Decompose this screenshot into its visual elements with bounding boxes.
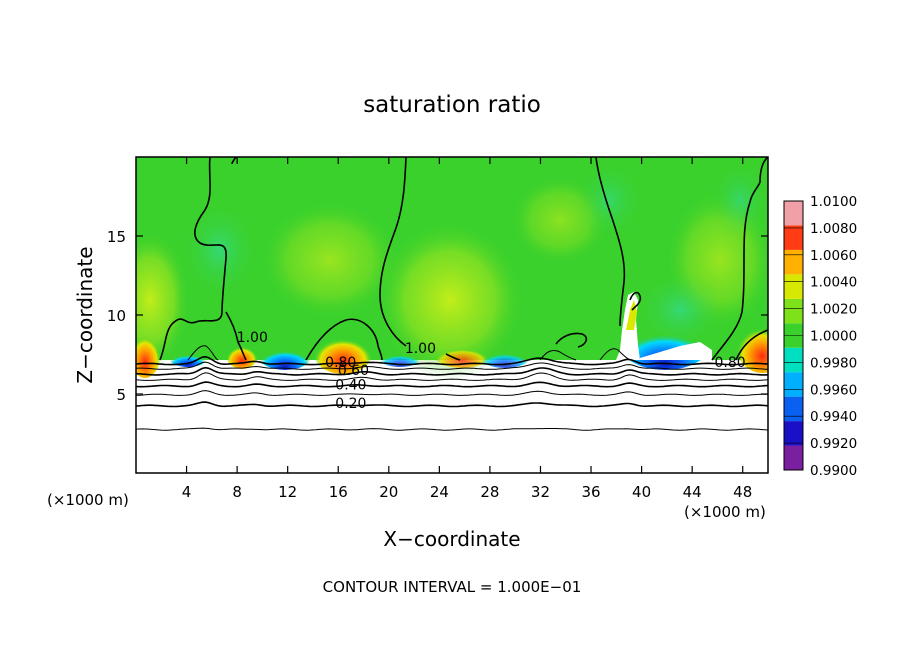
colorbar-label: 1.0060 xyxy=(810,248,857,264)
colorbar-label: 1.0040 xyxy=(810,275,857,291)
contour-line-1.00 xyxy=(595,157,626,327)
contour-line-1.00 xyxy=(445,353,461,361)
stratified-contours xyxy=(136,355,768,431)
x-tick-label: 4 xyxy=(182,483,192,501)
contour-line-1.00 xyxy=(555,332,588,348)
moist-patch xyxy=(375,220,525,380)
colorbar-swatch xyxy=(784,274,803,299)
x-axis: 4 8 12 16 20 24 28 32 36 40 44 48 xyxy=(182,157,752,501)
contour-interval-note: CONTOUR INTERVAL = 1.000E−01 xyxy=(323,578,582,596)
x-tick-label: 8 xyxy=(232,483,242,501)
contour-line-0.30 xyxy=(136,390,768,396)
saturation-hotspot xyxy=(434,344,490,368)
dry-patch xyxy=(180,200,260,300)
colorbar-swatch xyxy=(784,445,803,470)
x-tick-label: 20 xyxy=(379,483,398,501)
y-tick-label: 5 xyxy=(116,386,126,404)
colorbar-label: 0.9960 xyxy=(810,382,857,398)
colorbar-label: 1.0080 xyxy=(810,221,857,237)
saturation-hotspot xyxy=(136,326,161,378)
colorbar-swatch xyxy=(784,421,803,446)
contour-label: 0.20 xyxy=(335,396,366,412)
colorbar-swatch xyxy=(784,225,803,250)
contour-line-0.40 xyxy=(136,381,768,388)
contour-label: 0.80 xyxy=(325,355,356,371)
dry-region xyxy=(640,342,712,360)
contour-label: 0.40 xyxy=(335,377,366,393)
x-unit-left: (×1000 m) xyxy=(47,491,129,509)
chart-title: saturation ratio xyxy=(363,92,541,118)
contour-line-1.00 xyxy=(305,318,383,361)
contour-bump xyxy=(187,345,219,361)
colorbar-label: 0.9980 xyxy=(810,355,857,371)
x-tick-label: 16 xyxy=(329,483,348,501)
colorbar-swatch xyxy=(784,396,803,422)
contour-line-0.60 xyxy=(136,366,768,376)
x-axis-label: X−coordinate xyxy=(383,527,520,551)
colorbar-label: 0.9900 xyxy=(810,463,857,479)
subsaturation-hotspot xyxy=(168,347,208,367)
contour-line-0.80 xyxy=(136,355,768,366)
contour-line-1.00 xyxy=(711,157,768,361)
x-tick-label: 40 xyxy=(632,483,651,501)
colorbar-swatch xyxy=(784,347,803,373)
contour-line-0.10 xyxy=(136,427,768,431)
colorbar-label: 1.0100 xyxy=(810,194,857,210)
contour-label: 0.60 xyxy=(338,363,369,379)
x-tick-label: 48 xyxy=(733,483,752,501)
colorbar-label: 1.0020 xyxy=(810,302,857,318)
contour-labels: 1.001.000.800.600.400.200.80 xyxy=(237,330,746,412)
subsaturation-hotspot xyxy=(378,347,422,367)
contour-line-1.00 xyxy=(225,311,247,361)
contour-bump xyxy=(539,349,577,361)
contour-line-1.00 xyxy=(629,291,642,311)
colorbar-label: 1.0000 xyxy=(810,329,857,345)
contour-line-0.50 xyxy=(136,372,768,381)
saturation-hotspot xyxy=(736,317,768,373)
y-tick-label: 10 xyxy=(107,307,126,325)
colorbar-label: 0.9940 xyxy=(810,409,857,425)
colorbar-swatch xyxy=(784,201,803,226)
y-axis-label: Z−coordinate xyxy=(73,246,97,383)
x-tick-label: 44 xyxy=(683,483,702,501)
contour-label: 1.00 xyxy=(237,330,268,346)
colorbar-swatch xyxy=(784,298,803,324)
x-unit-right: (×1000 m) xyxy=(684,503,766,521)
x-tick-label: 12 xyxy=(278,483,297,501)
contour-line-1.00 xyxy=(379,157,407,347)
x-tick-label: 28 xyxy=(480,483,499,501)
contour-line-0.70 xyxy=(136,361,768,370)
y-tick-label: 15 xyxy=(107,228,126,246)
colorbar-swatch xyxy=(784,249,803,275)
colorbar-swatch xyxy=(784,372,803,397)
dry-patch xyxy=(575,160,645,240)
contour-line-1.00 xyxy=(735,329,768,361)
contour-line-0.20 xyxy=(136,401,768,408)
colorbar: 0.9900 0.9920 0.9940 0.9960 0.9980 1.0000 1.00… xyxy=(783,194,857,479)
contour-label: 1.00 xyxy=(405,341,436,357)
contour-bump xyxy=(599,348,631,361)
x-tick-label: 36 xyxy=(581,483,600,501)
y-axis: 5 10 15 xyxy=(107,228,768,404)
subsaturation-hotspot xyxy=(257,338,313,370)
x-tick-label: 24 xyxy=(430,483,449,501)
contour-label: 0.80 xyxy=(714,355,745,371)
contour-line-1.00 xyxy=(159,157,227,361)
x-tick-label: 32 xyxy=(531,483,550,501)
moist-patch xyxy=(260,200,400,320)
plot-area xyxy=(136,157,768,473)
dry-patch xyxy=(710,160,768,240)
colorbar-label: 0.9920 xyxy=(810,436,857,452)
